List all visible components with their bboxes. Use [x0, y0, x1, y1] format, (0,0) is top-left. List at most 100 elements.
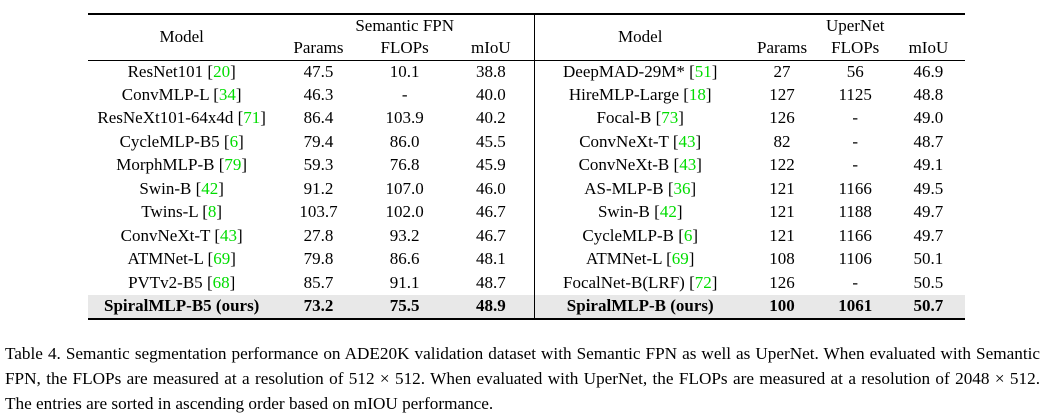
- model-cell: ConvNeXt-T [43]: [535, 131, 746, 155]
- citation-ref[interactable]: 6: [229, 131, 239, 151]
- cell-params: 122: [769, 155, 795, 175]
- citation-wrap: [51]: [684, 61, 718, 81]
- citation-ref[interactable]: 18: [688, 84, 706, 104]
- cell-miou: 49.7: [913, 202, 944, 222]
- cell-params: 85.7: [303, 272, 334, 292]
- column-header-params: Params: [745, 37, 819, 61]
- cell-flops: 1166: [838, 225, 872, 245]
- citation-ref[interactable]: 43: [220, 225, 237, 245]
- table-row: DeepMAD-29M* [51] 27 56 46.9: [535, 60, 966, 84]
- citation-wrap: [6]: [673, 225, 699, 245]
- cell-flops: -: [852, 272, 859, 292]
- citation-ref[interactable]: 43: [678, 131, 696, 151]
- citation-ref[interactable]: 36: [673, 178, 691, 198]
- cell-miou: 50.1: [913, 249, 944, 269]
- citation-ref[interactable]: 68: [212, 272, 230, 292]
- cell-params: 79.8: [303, 249, 334, 269]
- model-cell: DeepMAD-29M* [51]: [535, 60, 746, 84]
- model-name: ConvMLP-L: [121, 84, 209, 104]
- model-cell: FocalNet-B(LRF) [72]: [535, 272, 746, 296]
- cell-miou: 48.8: [913, 84, 944, 104]
- model-cell: SpiralMLP-B5 (ours): [88, 295, 275, 319]
- table-row: Swin-B [42] 91.2 107.0 46.0: [88, 178, 534, 202]
- cell-flops: 76.8: [389, 155, 420, 175]
- citation-wrap: [6]: [219, 131, 244, 151]
- citation-wrap: [8]: [197, 202, 223, 222]
- citation-ref[interactable]: 69: [213, 249, 231, 269]
- table-row: ConvMLP-L [34] 46.3 - 40.0: [88, 84, 534, 108]
- table-caption: Table 4. Semantic segmentation performan…: [5, 344, 1040, 413]
- model-cell: ConvMLP-L [34]: [88, 84, 275, 108]
- table-row: MorphMLP-B [79] 59.3 76.8 45.9: [88, 154, 534, 178]
- upernet-table: Model UperNet Params FLOPs mIoU DeepMAD-…: [534, 13, 965, 320]
- citation-wrap: [73]: [651, 108, 684, 128]
- semantic-fpn-table: Model Semantic FPN Params FLOPs mIoU Res…: [88, 13, 534, 320]
- cell-miou: 49.5: [913, 178, 944, 198]
- cell-flops: -: [401, 84, 408, 104]
- cell-miou: 48.1: [476, 249, 506, 269]
- cell-miou: 49.1: [913, 155, 944, 175]
- cell-params: 121: [769, 178, 795, 198]
- model-name: Swin-B: [597, 202, 650, 222]
- cell-miou: 45.5: [476, 131, 506, 151]
- citation-ref[interactable]: 43: [679, 155, 697, 175]
- citation-wrap: [79]: [214, 155, 248, 175]
- cell-params: 121: [769, 225, 795, 245]
- citation-ref[interactable]: 42: [659, 202, 677, 222]
- cell-params: 27.8: [303, 225, 334, 245]
- cell-flops: 56: [846, 61, 864, 81]
- model-name: Swin-B: [139, 178, 192, 198]
- model-cell: ConvNeXt-T [43]: [88, 225, 275, 249]
- model-cell: CycleMLP-B5 [6]: [88, 131, 275, 155]
- cell-params: 103.7: [299, 202, 338, 222]
- cell-params: 27: [773, 61, 791, 81]
- model-cell: MorphMLP-B [79]: [88, 154, 275, 178]
- table-row: CycleMLP-B [6] 121 1166 49.7: [535, 225, 966, 249]
- citation-wrap: [68]: [202, 272, 236, 292]
- citation-ref[interactable]: 69: [671, 249, 689, 269]
- citation-ref[interactable]: 73: [661, 108, 679, 128]
- cell-flops: 1166: [838, 178, 872, 198]
- cell-flops: 75.5: [389, 295, 420, 315]
- citation-ref[interactable]: 34: [218, 84, 236, 104]
- cell-miou: 50.5: [913, 272, 944, 292]
- citation-ref[interactable]: 71: [243, 108, 261, 128]
- model-cell: Twins-L [8]: [88, 201, 275, 225]
- cell-flops: 103.9: [385, 108, 424, 128]
- cell-params: 79.4: [303, 131, 334, 151]
- citation-ref[interactable]: 51: [694, 61, 712, 81]
- cell-flops: 86.6: [389, 249, 420, 269]
- column-header-miou: mIoU: [447, 37, 534, 61]
- cell-flops: 1125: [838, 84, 872, 104]
- model-name: CycleMLP-B: [582, 225, 674, 245]
- cell-miou: 49.0: [913, 108, 944, 128]
- citation-wrap: [69]: [661, 249, 695, 269]
- column-header-model: Model: [534, 14, 746, 61]
- cell-params: 100: [769, 295, 795, 315]
- model-cell: Swin-B [42]: [88, 178, 275, 202]
- citation-ref[interactable]: 79: [224, 155, 242, 175]
- table-row: AS-MLP-B [36] 121 1166 49.5: [535, 178, 966, 202]
- cell-flops: 86.0: [389, 131, 420, 151]
- citation-ref[interactable]: 42: [201, 178, 219, 198]
- cell-miou: 49.7: [913, 225, 944, 245]
- cell-miou: 46.9: [913, 61, 944, 81]
- table-row: ATMNet-L [69] 79.8 86.6 48.1: [88, 248, 534, 272]
- model-name: Focal-B: [596, 108, 652, 128]
- model-name: ConvNeXt-T: [579, 131, 669, 151]
- cell-flops: -: [852, 155, 859, 175]
- cell-params: 86.4: [303, 108, 334, 128]
- citation-wrap: [42]: [649, 202, 683, 222]
- model-name: PVTv2-B5: [128, 272, 203, 292]
- citation-ref[interactable]: 20: [213, 61, 231, 81]
- model-name: ATMNet-L: [127, 249, 204, 269]
- citation-ref[interactable]: 8: [207, 202, 217, 222]
- cell-flops: 93.2: [389, 225, 420, 245]
- citation-wrap: [34]: [208, 84, 242, 104]
- citation-ref[interactable]: 6: [683, 225, 693, 245]
- table-row: SpiralMLP-B (ours) 100 1061 50.7: [534, 295, 965, 319]
- citation-ref[interactable]: 72: [694, 272, 712, 292]
- citation-wrap: [43]: [210, 225, 243, 245]
- model-name: ResNet101: [127, 61, 204, 81]
- citation-wrap: [36]: [663, 178, 697, 198]
